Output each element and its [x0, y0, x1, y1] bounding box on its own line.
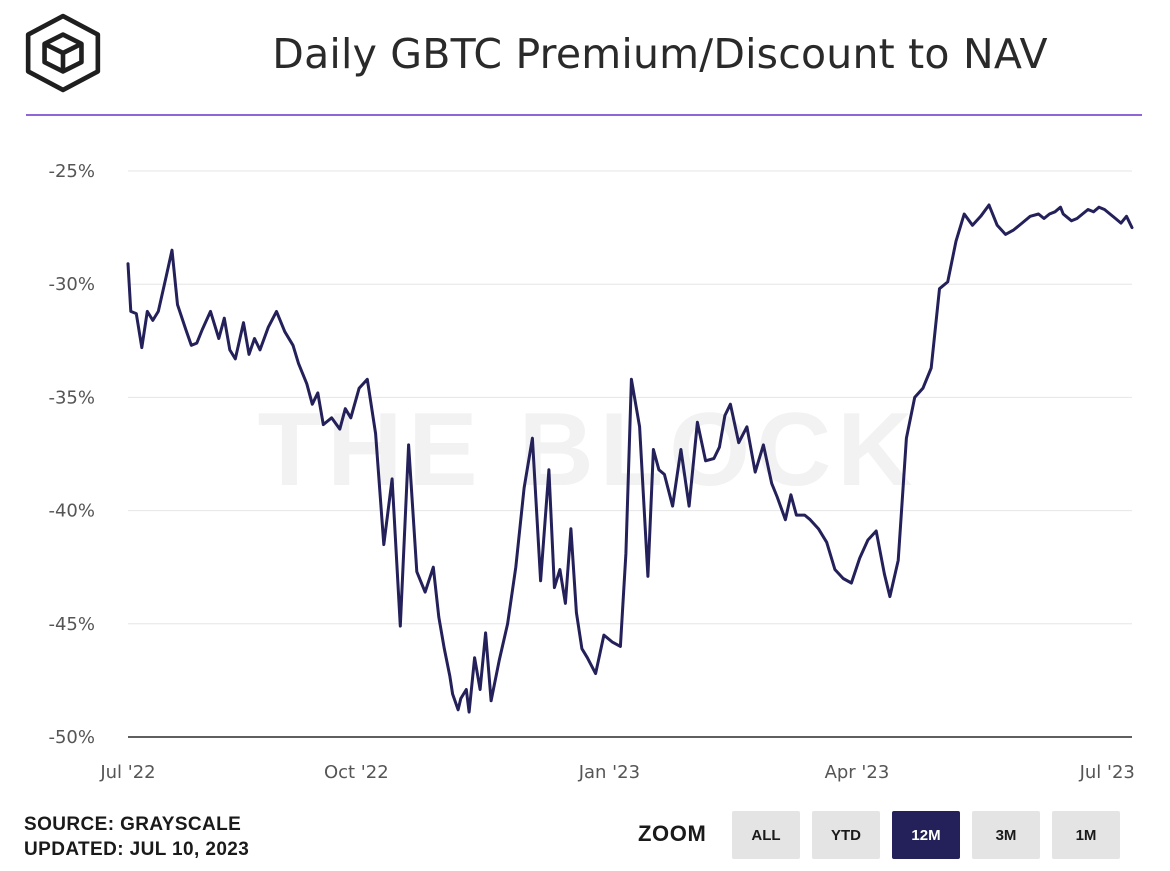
y-tick-label: -50%: [48, 727, 95, 748]
x-tick-label: Apr '23: [825, 762, 890, 783]
source-label: SOURCE: GRAYSCALE: [24, 814, 242, 835]
source-note: SOURCE: GRAYSCALE UPDATED: JUL 10, 2023: [24, 812, 249, 862]
watermark-text: THE BLOCK: [258, 392, 919, 508]
chart-title: Daily GBTC Premium/Discount to NAV: [272, 30, 1048, 78]
x-tick-label: Jan '23: [578, 762, 640, 783]
zoom-button-all[interactable]: ALL: [732, 811, 800, 859]
x-tick-label: Oct '22: [324, 762, 389, 783]
zoom-label: ZOOM: [638, 821, 707, 846]
x-tick-label: Jul '23: [1079, 762, 1135, 783]
zoom-button-group: ALL YTD 12M 3M 1M: [732, 811, 1120, 859]
series-line-premium-discount: [126, 203, 1134, 714]
zoom-button-3m[interactable]: 3M: [972, 811, 1040, 859]
y-axis-ticks: -25% -30% -35% -40% -45% -50%: [48, 161, 95, 748]
zoom-button-1m[interactable]: 1M: [1052, 811, 1120, 859]
y-tick-label: -35%: [48, 387, 95, 408]
y-tick-label: -25%: [48, 161, 95, 182]
y-tick-label: -45%: [48, 614, 95, 635]
title-divider: [26, 114, 1142, 116]
y-tick-label: -30%: [48, 274, 95, 295]
the-block-logo-icon: [25, 13, 101, 93]
zoom-button-12m[interactable]: 12M: [892, 811, 960, 859]
x-axis-ticks: Jul '22 Oct '22 Jan '23 Apr '23 Jul '23: [99, 762, 1135, 783]
x-tick-label: Jul '22: [99, 762, 155, 783]
zoom-button-ytd[interactable]: YTD: [812, 811, 880, 859]
y-tick-label: -40%: [48, 501, 95, 522]
updated-label: UPDATED: JUL 10, 2023: [24, 839, 250, 860]
